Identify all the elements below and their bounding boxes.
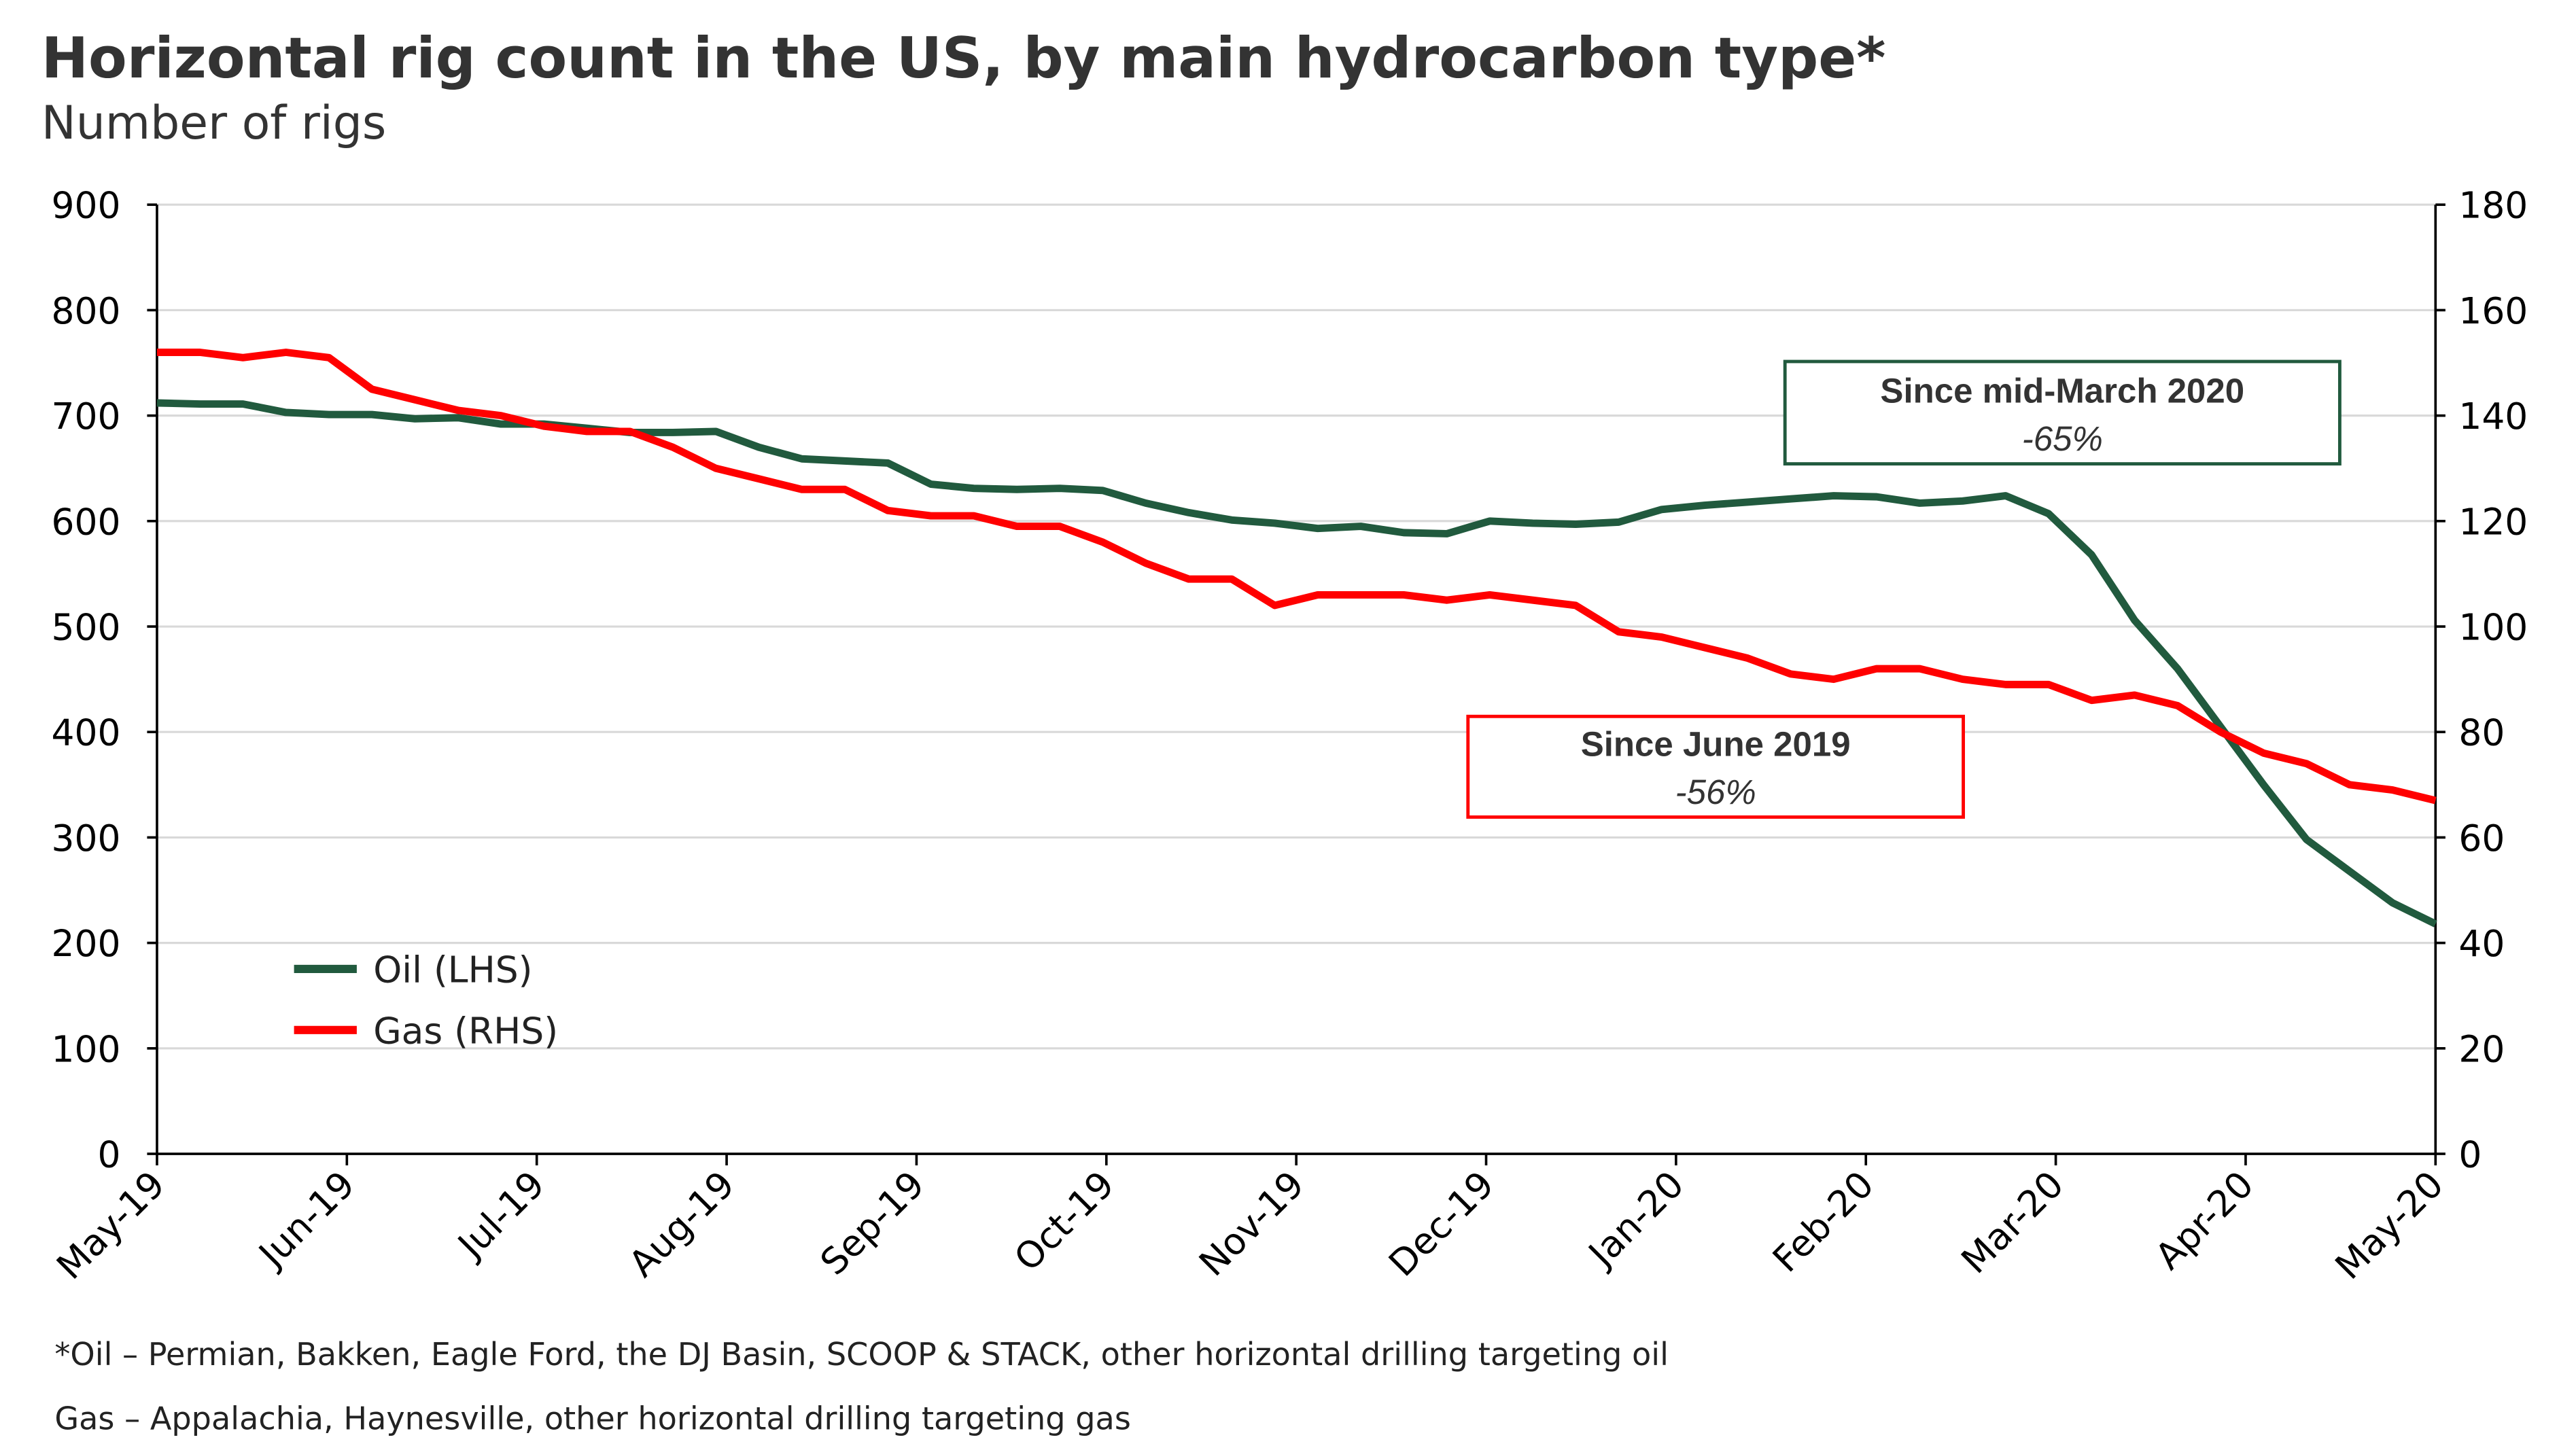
x-tick-label: Dec-19 (1380, 1163, 1502, 1284)
x-tick-label: Oct-19 (1006, 1163, 1123, 1280)
x-tick-label: Feb-20 (1764, 1163, 1882, 1280)
x-tick-label: May-20 (2327, 1163, 2452, 1288)
x-tick-label: Apr-20 (2146, 1163, 2261, 1277)
y-left-tick-label: 300 (52, 817, 121, 860)
y-right-tick-label: 160 (2458, 289, 2528, 332)
gridlines (156, 203, 2436, 1050)
x-tick-label: Jul-19 (448, 1163, 553, 1267)
oil-line (156, 399, 2437, 928)
annotation-oil-title: Since mid-March 2020 (1880, 372, 2244, 410)
y-left-tick-label: 800 (52, 289, 121, 332)
y-right-tick-label: 80 (2458, 711, 2505, 754)
y-right-tick-label: 0 (2458, 1133, 2482, 1176)
annotation-gas-value: -56% (1675, 773, 1756, 811)
annotation-gas-title: Since June 2019 (1581, 725, 1851, 764)
x-tick-label: Sep-19 (812, 1163, 933, 1283)
axes: 0 100 200 300 400 500 600 700 800 900 0 20 40 60 80 100… (48, 184, 2528, 1288)
chart-title: Horizontal rig count in the US, by main … (41, 26, 1885, 91)
y-left-tick-label: 600 (52, 500, 121, 543)
chart-subtitle: Number of rigs (41, 96, 386, 150)
legend-gas-label: Gas (RHS) (373, 1009, 558, 1052)
y-left-tick-label: 400 (52, 711, 121, 754)
legend-oil-label: Oil (LHS) (373, 948, 532, 991)
footnote-gas: Gas – Appalachia, Haynesville, other hor… (54, 1400, 1131, 1437)
y-left-tick-label: 500 (52, 605, 121, 648)
annotation-oil: Since mid-March 2020 -65% (1783, 359, 2342, 466)
gas-line (156, 349, 2437, 805)
y-left-tick-label: 700 (52, 395, 121, 438)
x-tick-label: May-19 (48, 1163, 173, 1288)
y-right-tick-label: 20 (2458, 1027, 2505, 1070)
y-left-tick-label: 200 (52, 922, 121, 965)
x-tick-label: Jan-20 (1579, 1163, 1692, 1276)
y-left-tick-label: 100 (52, 1027, 121, 1070)
series-lines (156, 349, 2437, 928)
y-right-tick-label: 180 (2458, 184, 2528, 227)
footnote-oil: *Oil – Permian, Bakken, Eagle Ford, the … (54, 1336, 1669, 1373)
y-right-tick-label: 140 (2458, 395, 2528, 438)
x-tick-label: Jun-19 (249, 1163, 363, 1276)
x-tick-label: Aug-19 (621, 1163, 743, 1285)
x-tick-label: Mar-20 (1953, 1163, 2072, 1282)
y-right-tick-label: 60 (2458, 817, 2505, 860)
x-tick-label: Nov-19 (1191, 1163, 1312, 1284)
y-right-tick-label: 40 (2458, 922, 2505, 965)
y-left-tick-label: 0 (98, 1133, 121, 1176)
y-left-tick-label: 900 (52, 184, 121, 227)
y-right-tick-label: 120 (2458, 500, 2528, 543)
y-right-tick-label: 100 (2458, 605, 2528, 648)
annotation-oil-value: -65% (2022, 419, 2103, 458)
legend: Oil (LHS) Gas (RHS) (294, 948, 558, 1052)
annotation-gas: Since June 2019 -56% (1466, 714, 1965, 819)
